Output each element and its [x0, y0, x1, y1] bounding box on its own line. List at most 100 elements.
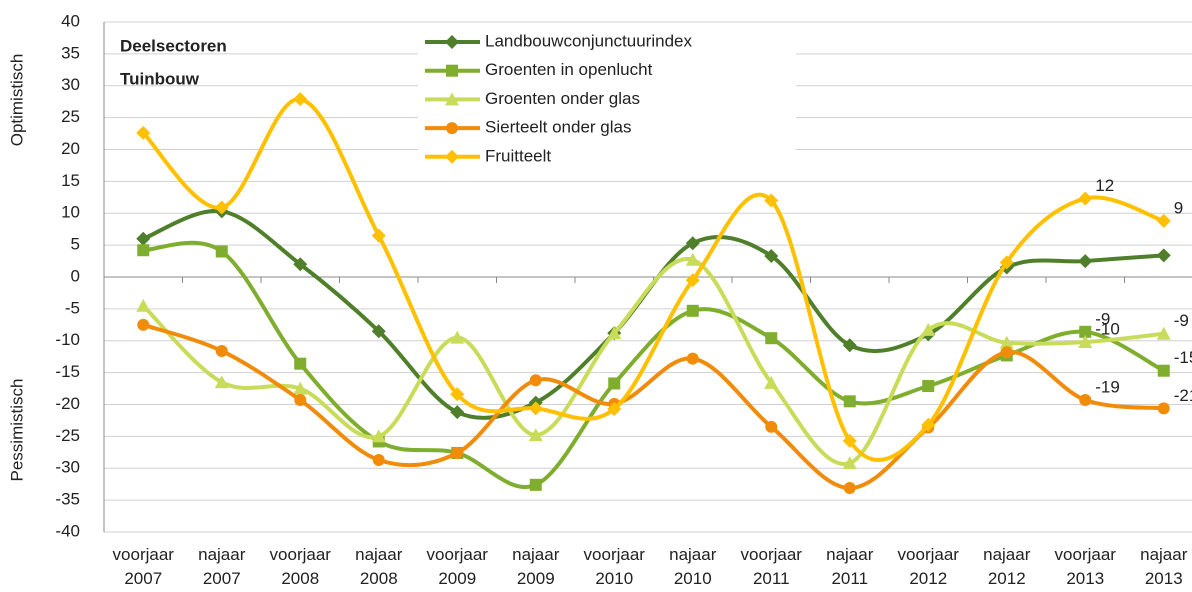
data-label: -9: [1095, 309, 1110, 328]
marker: [921, 417, 936, 432]
marker: [371, 324, 386, 339]
y-tick-label: 35: [61, 43, 80, 62]
marker: [445, 149, 459, 164]
y-axis-label: Pessimistisch: [7, 379, 26, 482]
legend-label: Groenten onder glas: [485, 89, 640, 108]
marker: [214, 375, 229, 389]
marker: [999, 335, 1014, 349]
legend-label: Sierteelt onder glas: [485, 118, 631, 137]
marker: [764, 193, 779, 208]
legend-label: Fruitteelt: [485, 146, 551, 165]
marker: [1079, 325, 1092, 338]
marker: [215, 344, 228, 357]
x-tick-label: voorjaar 2010: [584, 545, 646, 588]
marker: [214, 200, 229, 215]
marker: [764, 248, 779, 263]
x-tick-label: voorjaar 2013: [1055, 545, 1117, 588]
y-tick-label: -20: [55, 394, 80, 413]
legend-label: Groenten in openlucht: [485, 60, 653, 79]
marker: [215, 245, 228, 258]
marker: [294, 357, 307, 370]
marker: [685, 273, 700, 288]
marker: [446, 122, 458, 135]
series-line: [141, 256, 1164, 467]
marker: [1157, 402, 1170, 415]
x-tick-label: najaar 2012: [983, 545, 1031, 588]
marker: [1156, 213, 1171, 228]
x-tick-label: voorjaar 2007: [113, 545, 175, 588]
x-tick-label: voorjaar 2012: [898, 545, 960, 588]
marker: [137, 318, 150, 331]
y-tick-label: 10: [61, 203, 80, 222]
marker: [843, 482, 856, 495]
legend-label: Landbouwconjunctuurindex: [485, 31, 692, 50]
x-tick-label: najaar 2009: [512, 545, 560, 588]
marker: [445, 92, 459, 106]
y-axis-label: Optimistisch: [7, 54, 26, 147]
y-tick-label: -5: [65, 298, 80, 317]
marker: [136, 298, 151, 312]
marker: [528, 401, 543, 416]
marker: [686, 352, 699, 365]
marker: [764, 375, 779, 389]
y-tick-label: 5: [71, 235, 80, 254]
marker: [450, 405, 465, 420]
marker: [293, 92, 308, 107]
marker: [1078, 191, 1093, 206]
data-label: -19: [1095, 378, 1120, 397]
y-tick-label: -35: [55, 490, 80, 509]
marker: [607, 401, 622, 416]
data-label: -9: [1174, 311, 1189, 330]
marker: [372, 453, 385, 466]
y-tick-label: -30: [55, 458, 80, 477]
marker: [529, 478, 542, 491]
marker: [293, 381, 308, 395]
data-label: 9: [1174, 198, 1183, 217]
marker: [1078, 254, 1093, 269]
marker: [445, 35, 459, 49]
y-tick-label: 15: [61, 171, 80, 190]
marker: [843, 395, 856, 408]
marker: [686, 304, 699, 317]
y-tick-label: -10: [55, 330, 80, 349]
marker: [922, 380, 935, 393]
annotation: Tuinbouw: [120, 69, 200, 88]
x-tick-label: voorjaar 2011: [741, 545, 803, 588]
marker: [1000, 346, 1013, 359]
y-tick-label: 20: [61, 139, 80, 158]
marker: [607, 326, 622, 340]
x-tick-label: najaar 2011: [826, 545, 874, 588]
data-label: -21: [1174, 386, 1192, 405]
series-line: [142, 322, 1164, 491]
marker: [450, 330, 465, 344]
marker: [294, 394, 307, 407]
marker: [685, 236, 700, 251]
marker: [765, 332, 778, 345]
marker: [1156, 326, 1171, 340]
marker: [528, 428, 543, 442]
marker: [921, 322, 936, 336]
data-label: -10: [1095, 320, 1120, 339]
marker: [137, 244, 150, 257]
marker: [136, 231, 151, 246]
annotation: Deelsectoren: [120, 36, 227, 55]
y-tick-label: 25: [61, 107, 80, 126]
data-label: 12: [1095, 176, 1114, 195]
x-tick-label: najaar 2008: [355, 545, 403, 588]
x-tick-label: najaar 2010: [669, 545, 717, 588]
marker: [1079, 394, 1092, 407]
y-tick-label: 40: [61, 11, 80, 30]
marker: [371, 429, 386, 443]
marker: [842, 338, 857, 353]
legend-box: [418, 28, 796, 176]
legend: Landbouwconjunctuurindex Groenten in open…: [418, 28, 796, 176]
y-tick-label: 30: [61, 75, 80, 94]
x-tick-label: voorjaar 2008: [270, 545, 332, 588]
marker: [1157, 364, 1170, 377]
marker: [1078, 335, 1093, 349]
x-tick-label: voorjaar 2009: [427, 545, 489, 588]
marker: [999, 255, 1014, 270]
marker: [293, 257, 308, 272]
marker: [842, 456, 857, 470]
